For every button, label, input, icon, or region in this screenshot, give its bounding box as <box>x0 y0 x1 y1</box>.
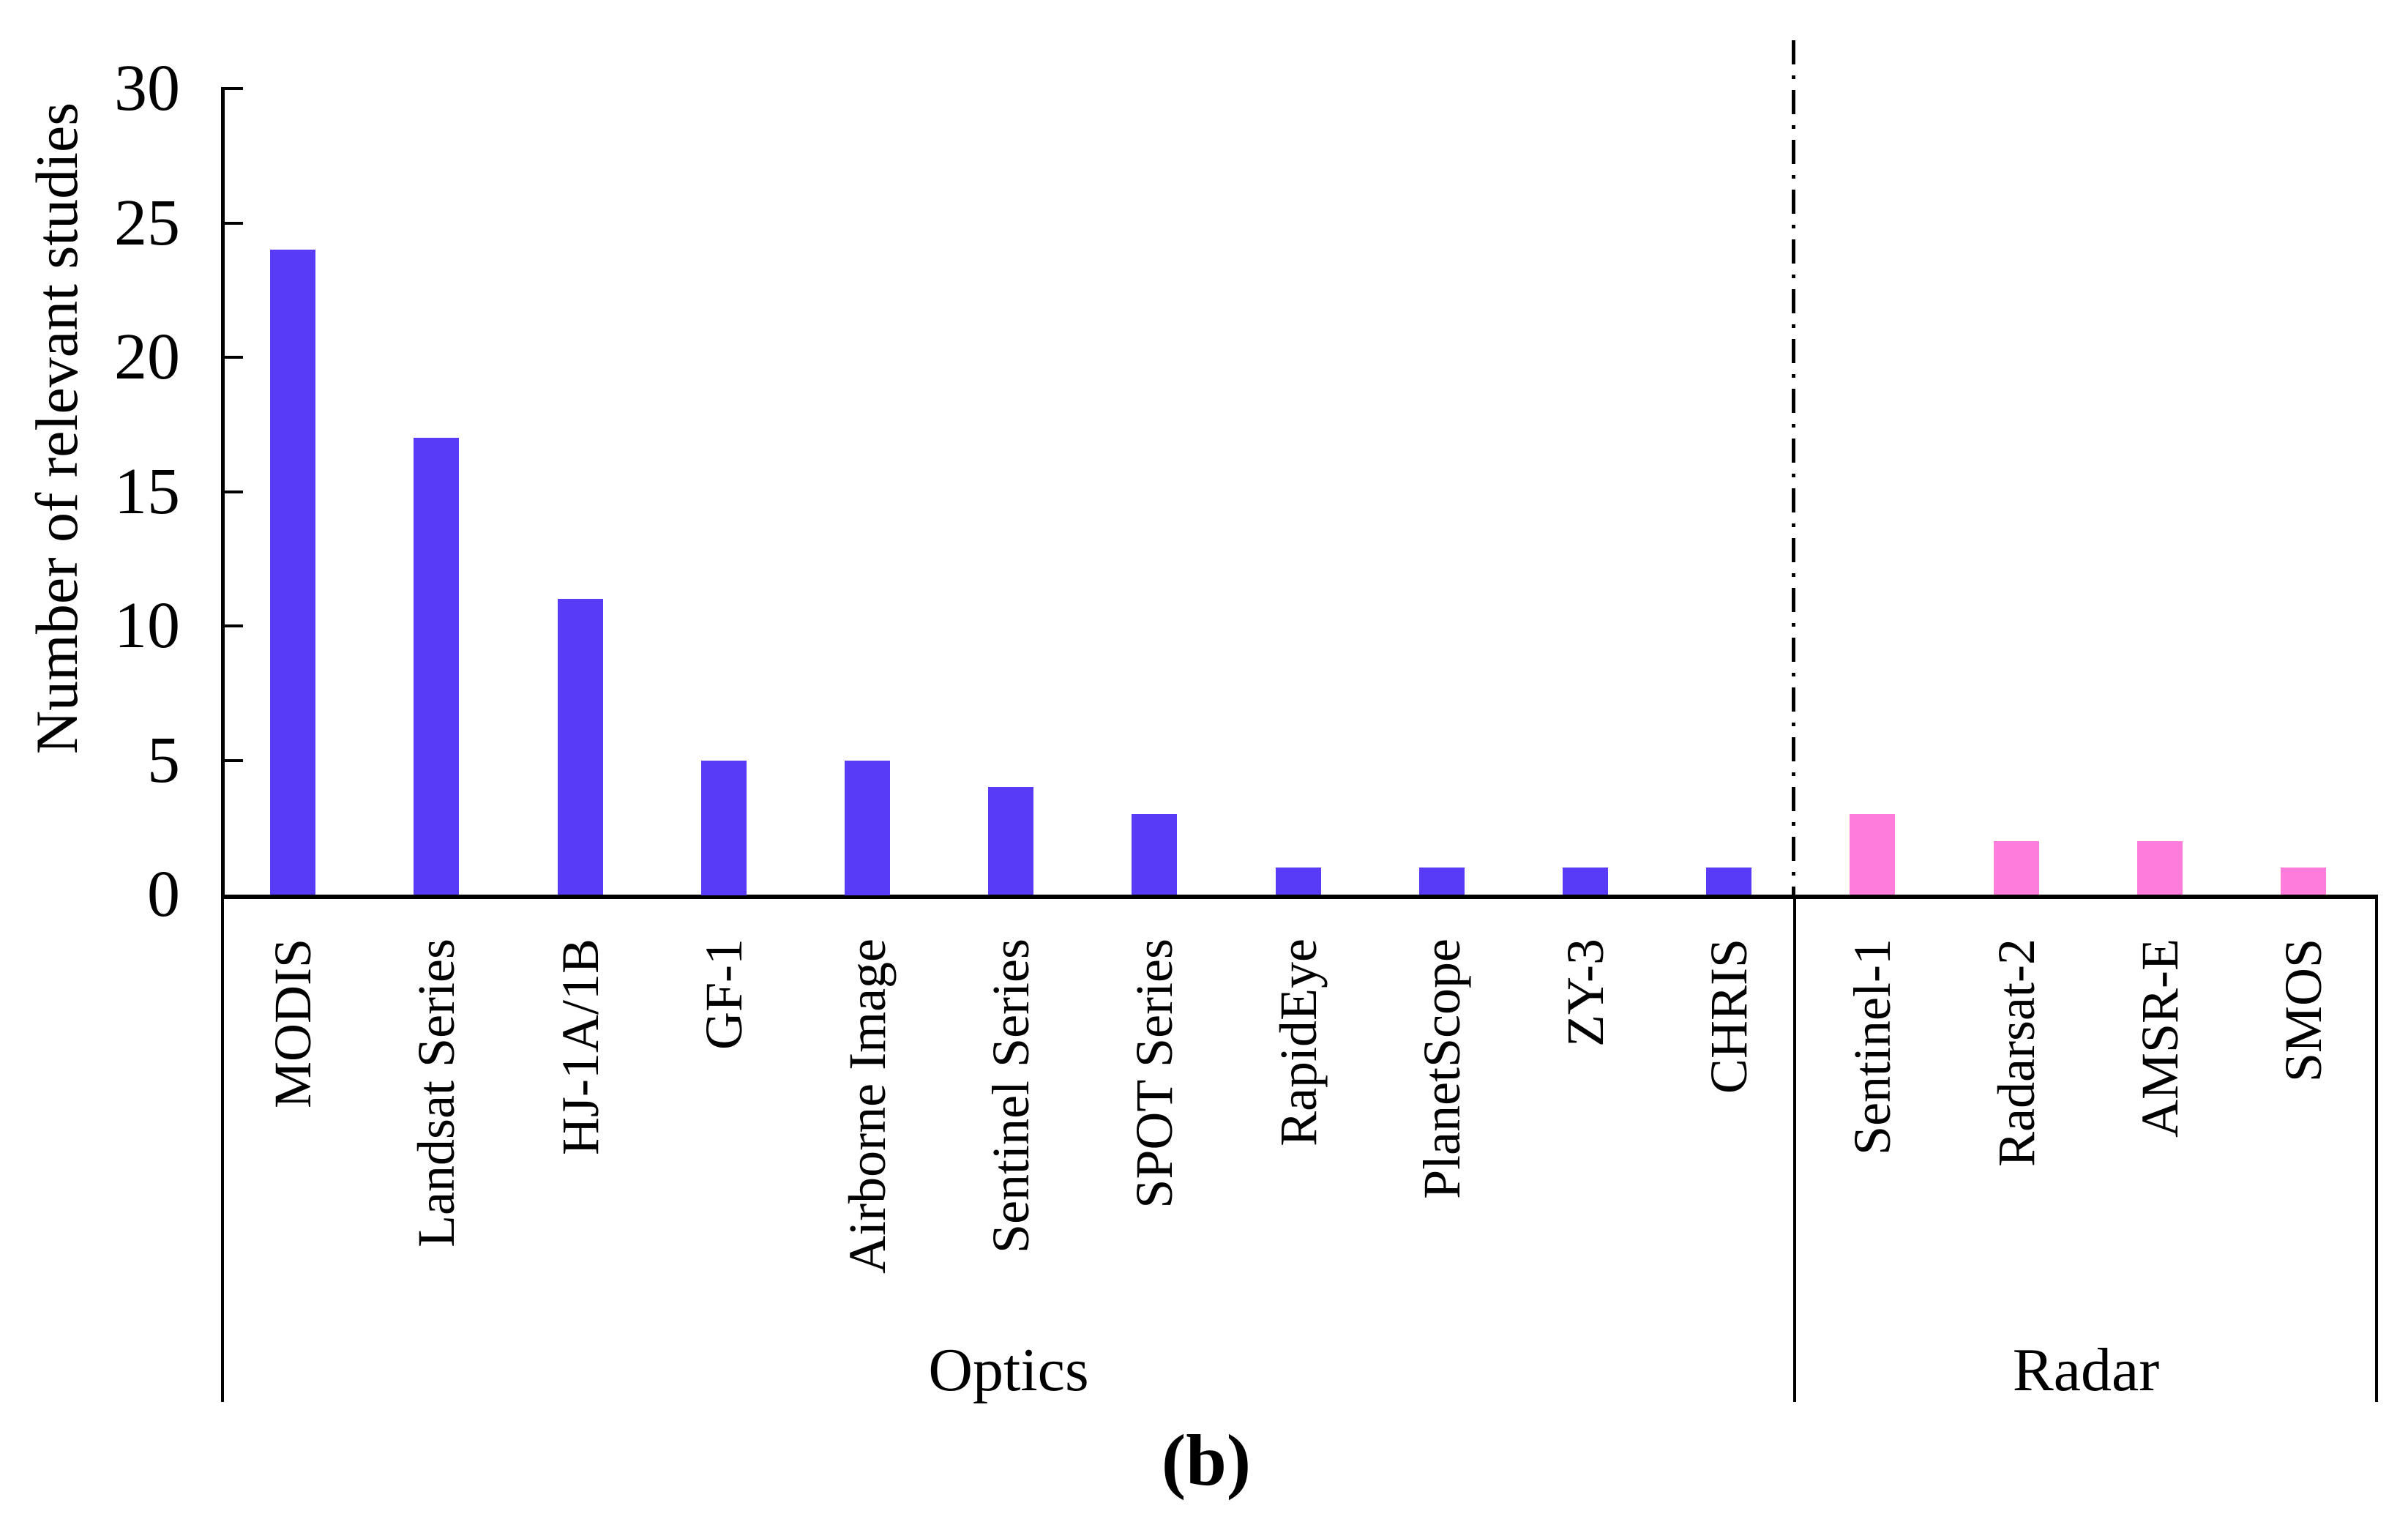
x-label-MODIS: MODIS <box>263 939 322 1109</box>
optics-radar-dashdot-separator <box>1792 40 1795 895</box>
x-label-Airborne Image: Airborne Image <box>838 939 897 1274</box>
x-label-AMSR-E: AMSR-E <box>2131 939 2189 1138</box>
y-tick-mark-30 <box>221 87 243 90</box>
x-label-PlanetScope: PlanetScope <box>1413 939 1471 1199</box>
bar-ZY-3 <box>1563 868 1608 895</box>
bar-HJ-1A/1B <box>558 599 603 895</box>
bar-Radarsat-2 <box>1994 841 2039 895</box>
bar-Airborne Image <box>845 761 890 895</box>
label-box-right-border <box>2375 895 2378 1402</box>
bar-PlanetScope <box>1419 868 1465 895</box>
x-label-CHRIS: CHRIS <box>1700 939 1758 1094</box>
bar-Sentinel Series <box>988 787 1033 895</box>
x-label-Sentinel Series: Sentinel Series <box>981 939 1040 1253</box>
y-tick-label-5: 5 <box>147 723 180 797</box>
x-label-Radarsat-2: Radarsat-2 <box>1987 939 2046 1167</box>
y-tick-label-0: 0 <box>147 858 180 930</box>
x-label-Landsat Series: Landsat Series <box>407 939 465 1247</box>
y-tick-mark-15 <box>221 490 243 493</box>
x-label-SPOT Series: SPOT Series <box>1125 939 1184 1209</box>
figure-caption: (b) <box>1161 1420 1252 1501</box>
x-label-RapidEye: RapidEye <box>1269 939 1328 1146</box>
group-label-optics: Optics <box>928 1336 1089 1404</box>
group-label-radar: Radar <box>2012 1336 2160 1404</box>
x-label-HJ-1A/1B: HJ-1A/1B <box>551 939 610 1156</box>
bar-RapidEye <box>1276 868 1321 895</box>
label-box-left-border <box>221 895 224 1402</box>
bar-CHRIS <box>1706 868 1751 895</box>
y-tick-mark-20 <box>221 356 243 359</box>
x-label-GF-1: GF-1 <box>695 939 753 1051</box>
y-tick-mark-5 <box>221 758 243 762</box>
bar-SMOS <box>2281 868 2326 895</box>
y-tick-label-30: 30 <box>114 52 180 124</box>
y-tick-label-15: 15 <box>114 455 180 528</box>
bar-Sentinel-1 <box>1850 814 1895 895</box>
label-box-group-divider <box>1793 895 1796 1402</box>
x-label-SMOS: SMOS <box>2274 939 2333 1083</box>
x-axis-line <box>221 895 2378 899</box>
y-tick-label-10: 10 <box>114 589 180 662</box>
bar-MODIS <box>270 250 315 895</box>
bar-SPOT Series <box>1132 814 1177 895</box>
y-tick-label-25: 25 <box>114 186 180 259</box>
bar-AMSR-E <box>2137 841 2183 895</box>
y-tick-mark-25 <box>221 221 243 225</box>
bar-GF-1 <box>701 761 747 895</box>
x-label-ZY-3: ZY-3 <box>1556 939 1615 1047</box>
x-label-Sentinel-1: Sentinel-1 <box>1843 939 1902 1155</box>
y-tick-mark-10 <box>221 624 243 627</box>
y-tick-label-20: 20 <box>114 321 180 393</box>
y-axis-line <box>221 89 225 899</box>
bar-Landsat Series <box>414 438 459 895</box>
